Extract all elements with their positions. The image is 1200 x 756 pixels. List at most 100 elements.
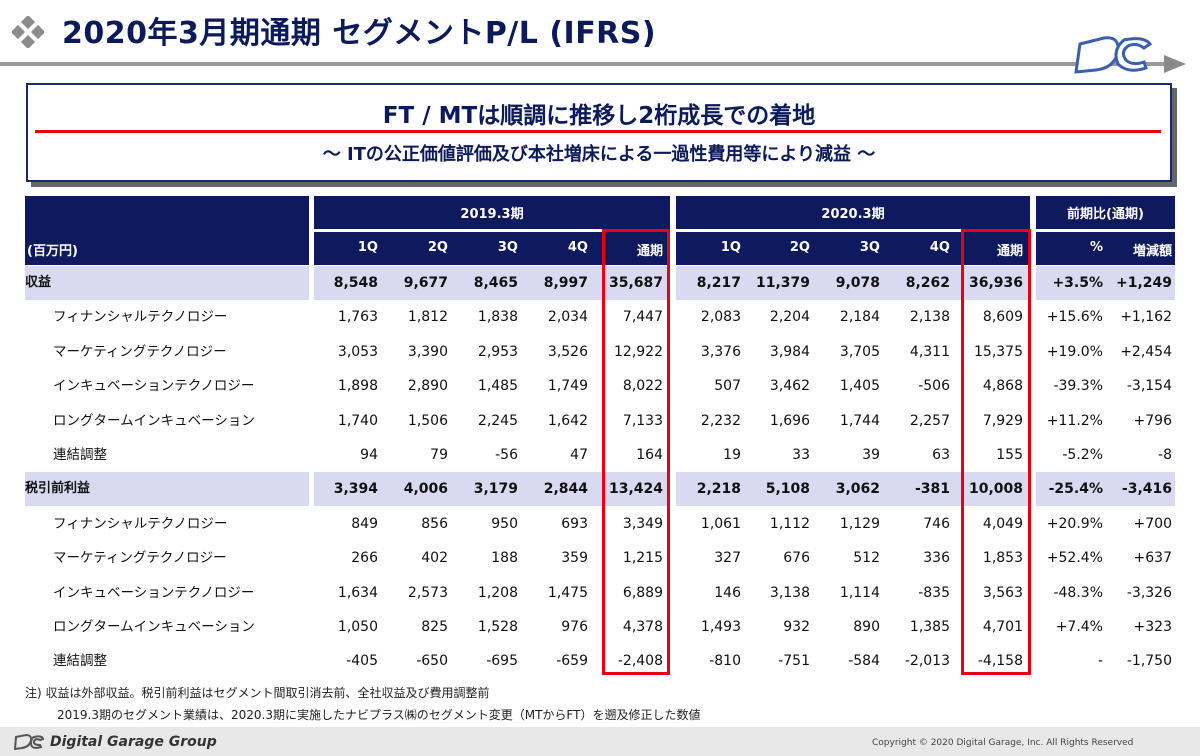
row-value: 1,129 xyxy=(839,515,880,532)
header-2019-2: 3Q xyxy=(497,240,518,255)
row-value: 1,215 xyxy=(622,550,663,567)
note-line-2: 2019.3期のセグメント業績は、2020.3期に実施したナビプラス㈱のセグメン… xyxy=(57,708,701,722)
row-value: 3,062 xyxy=(835,481,880,498)
row-value: 2,844 xyxy=(543,481,588,498)
row-label: マーケティングテクノロジー xyxy=(53,550,227,567)
row-value: 9,078 xyxy=(835,275,880,291)
row-label: インキュベーションテクノロジー xyxy=(53,378,255,395)
row-value: 3,462 xyxy=(769,378,810,395)
row-value: 5,108 xyxy=(765,481,810,498)
row-value: 4,868 xyxy=(982,378,1023,395)
row-value: 2,218 xyxy=(696,481,741,498)
diamond-cluster-icon xyxy=(12,16,44,48)
row-value: 15,375 xyxy=(974,343,1023,360)
row-value: 2,232 xyxy=(700,412,741,429)
table-total-row: 収益 8,548 9,677 8,465 8,997 35,687 8,217 11,379 9… xyxy=(25,266,1175,300)
row-label: 連結調整 xyxy=(53,653,107,670)
row-value: 856 xyxy=(421,515,448,532)
table-row: フィナンシャルテクノロジー 1,763 1,812 1,838 2,034 7,447 2,… xyxy=(25,300,1175,334)
row-value: -25.4% xyxy=(1048,481,1103,498)
row-value: 188 xyxy=(491,550,518,567)
row-label: ロングタームインキュベーション xyxy=(53,619,255,635)
row-value: 1,749 xyxy=(547,378,588,395)
row-value: +11.2% xyxy=(1046,412,1103,429)
row-value: 8,609 xyxy=(982,309,1023,326)
table-row: 連結調整 94 79 -56 47 164 19 33 39 63 155 -5.2% -8 xyxy=(25,438,1175,472)
row-value: 155 xyxy=(996,447,1023,463)
row-value: +19.0% xyxy=(1046,343,1103,360)
row-value: 1,696 xyxy=(769,412,810,429)
row-value: 2,138 xyxy=(909,309,950,326)
row-value: 10,008 xyxy=(968,481,1023,498)
row-value: +1,162 xyxy=(1120,309,1172,326)
header-period-2019: 2019.3期 xyxy=(314,196,670,229)
row-value: 35,687 xyxy=(608,275,663,291)
row-value: 1,114 xyxy=(839,584,880,601)
row-value: -56 xyxy=(495,447,518,463)
row-value: 12,922 xyxy=(614,343,663,360)
row-value: 8,548 xyxy=(333,275,378,291)
row-value: 1,493 xyxy=(700,619,741,635)
row-label: 収益 xyxy=(25,275,52,290)
row-value: 4,049 xyxy=(982,515,1023,532)
table-row: 連結調整 -405 -650 -695 -659 -2,408 -810 -751 -584 -2… xyxy=(25,644,1175,678)
row-value: 676 xyxy=(783,550,810,567)
headline-sub: ～ ITの公正価値評価及び本社増床による一過性費用等により減益 ～ xyxy=(322,144,876,165)
row-value: 1,838 xyxy=(477,309,518,326)
row-value: 164 xyxy=(636,447,663,463)
header-yoy-1: 増減額 xyxy=(1132,244,1172,259)
column-gap xyxy=(670,472,676,507)
row-label: 連結調整 xyxy=(53,447,107,463)
row-value: 336 xyxy=(923,550,950,567)
header-yoy-row xyxy=(1036,232,1175,265)
row-value: 4,311 xyxy=(909,343,950,360)
headline-rule xyxy=(35,130,1161,133)
row-value: 1,208 xyxy=(477,584,518,601)
row-value: 1,112 xyxy=(769,515,810,532)
row-value: 8,262 xyxy=(905,275,950,291)
header-period-yoy: 前期比(通期) xyxy=(1036,196,1175,229)
row-label: インキュベーションテクノロジー xyxy=(53,584,255,601)
row-value: +2,454 xyxy=(1120,343,1172,360)
row-value: -405 xyxy=(346,653,378,670)
row-value: 3,526 xyxy=(547,343,588,360)
row-value: 2,573 xyxy=(407,584,448,601)
unit-label: (百万円) xyxy=(27,244,78,259)
row-value: 693 xyxy=(561,515,588,532)
row-value: +700 xyxy=(1133,515,1172,532)
row-value: 7,447 xyxy=(622,309,663,326)
row-value: 94 xyxy=(360,447,378,463)
row-value: +52.4% xyxy=(1046,550,1103,567)
row-value: 507 xyxy=(714,378,741,395)
row-value: 4,006 xyxy=(403,481,448,498)
row-value: -810 xyxy=(709,653,741,670)
header-yoy-0: % xyxy=(1089,240,1103,255)
row-value: 2,245 xyxy=(477,412,518,429)
row-value: +323 xyxy=(1133,619,1172,635)
row-value: 950 xyxy=(491,515,518,532)
row-value: 8,997 xyxy=(543,275,588,291)
row-value: -695 xyxy=(486,653,518,670)
row-value: 3,138 xyxy=(769,584,810,601)
row-value: 4,701 xyxy=(982,619,1023,635)
header-2020-4: 通期 xyxy=(996,244,1023,259)
row-value: 146 xyxy=(714,584,741,601)
row-value: +15.6% xyxy=(1046,309,1103,326)
row-value: 7,929 xyxy=(982,412,1023,429)
table-total-row: 税引前利益 3,394 4,006 3,179 2,844 13,424 2,218 5,10… xyxy=(25,472,1175,507)
header-quarter-row-2019 xyxy=(314,232,670,265)
row-value: 11,379 xyxy=(755,275,810,291)
row-value: -48.3% xyxy=(1053,584,1103,601)
row-value: -3,154 xyxy=(1126,378,1172,395)
row-value: 402 xyxy=(421,550,448,567)
title-underline xyxy=(0,62,1175,66)
row-value: 79 xyxy=(430,447,448,463)
header-2019-1: 2Q xyxy=(427,240,448,255)
header-2020-1: 2Q xyxy=(789,240,810,255)
row-value: 39 xyxy=(862,447,880,463)
row-value: +1,249 xyxy=(1115,275,1172,291)
row-value: 1,506 xyxy=(407,412,448,429)
row-value: -2,408 xyxy=(617,653,663,670)
row-value: 1,634 xyxy=(337,584,378,601)
row-value: 33 xyxy=(792,447,810,463)
